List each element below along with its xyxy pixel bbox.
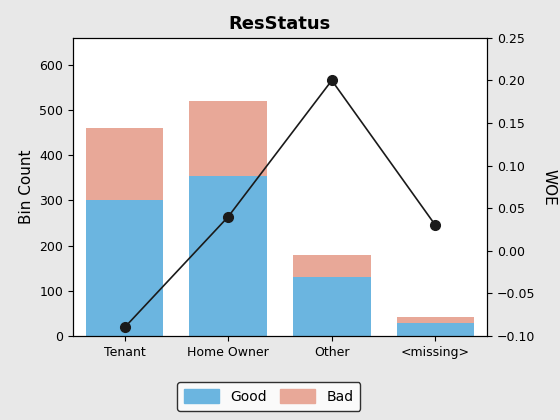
Bar	[189, 176, 267, 336]
Y-axis label: Bin Count: Bin Count	[18, 150, 34, 224]
Bar	[396, 317, 474, 323]
Bar	[293, 255, 371, 277]
Bar	[293, 277, 371, 336]
Y-axis label: WOE: WOE	[542, 168, 556, 205]
Legend: Good, Bad: Good, Bad	[177, 382, 361, 411]
Bar	[189, 101, 267, 176]
Bar	[86, 128, 164, 200]
Title: ResStatus: ResStatus	[229, 16, 331, 34]
Bar	[86, 200, 164, 336]
Bar	[396, 323, 474, 336]
